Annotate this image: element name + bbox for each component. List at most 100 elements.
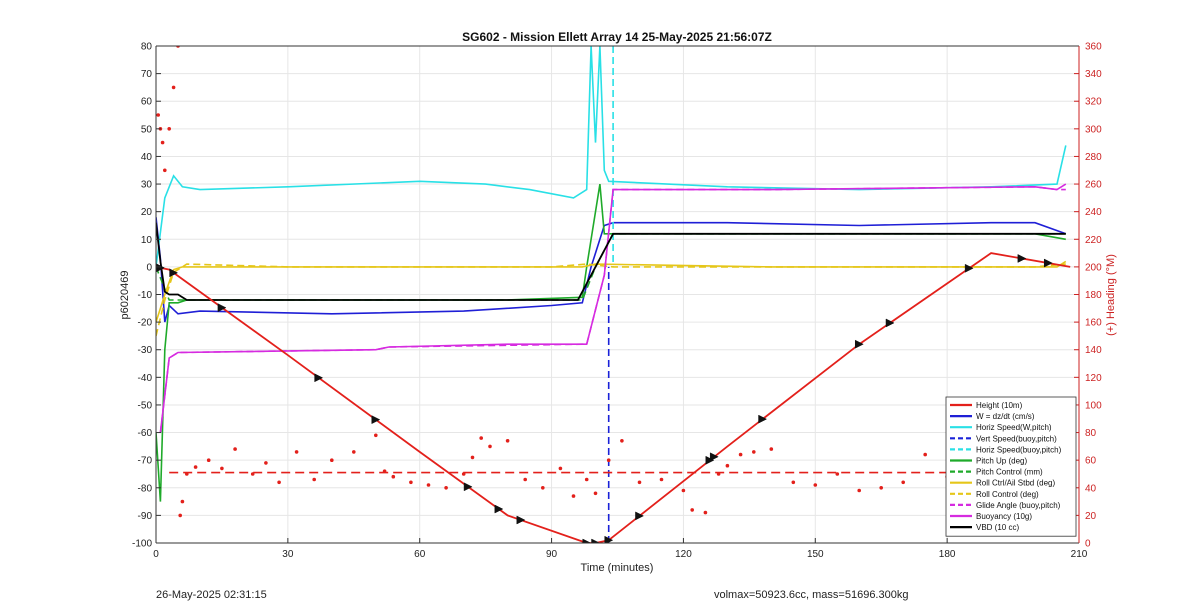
heading-point — [923, 452, 927, 457]
legend-box — [945, 396, 1077, 537]
x-tick-label: 120 — [675, 549, 692, 560]
legend-label: Vert Speed(buoy,pitch) — [976, 434, 1057, 443]
heading-point — [193, 465, 198, 469]
heading-point — [637, 480, 642, 485]
heading-point — [558, 466, 563, 471]
y-tick-label-right: 340 — [1085, 69, 1102, 80]
x-tick-label: 210 — [1071, 549, 1088, 560]
heading-point — [857, 488, 861, 493]
height-marker — [885, 318, 895, 328]
heading-point — [220, 466, 224, 471]
heading-point — [312, 477, 317, 482]
x-tick-label: 60 — [414, 549, 426, 560]
heading-point — [901, 480, 905, 485]
y-tick-label-right: 120 — [1085, 373, 1102, 384]
height-marker — [463, 482, 473, 492]
y-tick-label-left: -100 — [132, 539, 152, 550]
y-tick-label-right: 0 — [1085, 539, 1091, 550]
legend-label: Horiz Speed(buoy,pitch) — [976, 445, 1062, 454]
legend-label: Roll Control (deg) — [976, 490, 1039, 499]
y-tick-label-right: 220 — [1085, 235, 1102, 246]
y-axis-label-left: p6020469 — [119, 271, 131, 320]
y-tick-label-right: 140 — [1085, 345, 1102, 356]
y-tick-label-left: 20 — [141, 207, 153, 218]
legend-label: Height (10m) — [976, 401, 1023, 410]
y-tick-label-left: 50 — [141, 124, 153, 135]
heading-point — [571, 494, 576, 498]
heading-point — [606, 458, 611, 463]
heading-point — [752, 450, 756, 454]
heading-point — [703, 510, 708, 515]
y-tick-label-right: 200 — [1085, 262, 1102, 273]
heading-point — [791, 480, 796, 485]
legend-label: Horiz Speed(W,pitch) — [976, 423, 1052, 432]
heading-point — [681, 488, 686, 493]
height-marker — [964, 263, 974, 273]
heading-point — [171, 85, 176, 90]
y-tick-label-right: 80 — [1085, 428, 1097, 439]
heading-point — [659, 477, 664, 482]
height-marker — [169, 268, 179, 278]
heading-point — [835, 472, 840, 476]
legend: Height (10m) W = dz/dt (cm/s) Horiz Speed(… — [945, 396, 1077, 537]
heading-point — [879, 486, 883, 490]
y-tick-label-right: 300 — [1085, 124, 1102, 135]
legend-label: Pitch Up (deg) — [976, 457, 1027, 466]
x-tick-label: 90 — [546, 549, 558, 560]
height-marker — [635, 511, 645, 521]
y-tick-label-right: 160 — [1085, 318, 1102, 329]
heading-point — [725, 463, 730, 468]
y-tick-label-right: 240 — [1085, 207, 1102, 218]
heading-point — [813, 483, 818, 487]
height-marker — [604, 535, 614, 543]
footer-timestamp: 26-May-2025 02:31:15 — [156, 589, 267, 601]
y-tick-label-right: 360 — [1085, 42, 1102, 53]
legend-label: VBD (10 cc) — [976, 523, 1019, 532]
heading-point — [769, 447, 774, 451]
height-marker — [582, 538, 592, 543]
y-tick-label-right: 60 — [1085, 456, 1097, 467]
height-marker — [1043, 258, 1053, 268]
y-tick-label-left: 10 — [141, 235, 153, 246]
y-tick-label-right: 20 — [1085, 511, 1097, 522]
height-marker — [705, 455, 715, 465]
x-axis-label: Time (minutes) — [581, 562, 654, 574]
heading-point — [352, 450, 356, 454]
heading-point — [180, 499, 185, 504]
y-tick-label-right: 100 — [1085, 400, 1102, 411]
height-marker — [709, 452, 719, 462]
heading-point — [167, 127, 171, 131]
y-tick-label-left: 70 — [141, 69, 153, 80]
y-tick-label-left: -70 — [138, 456, 153, 467]
heading-point — [277, 480, 281, 485]
y-axis-label-right: (+) Heading (°M) — [1105, 254, 1117, 336]
heading-point — [690, 508, 694, 512]
heading-point — [163, 168, 167, 173]
height-marker — [591, 538, 601, 543]
axes-layer: 0 30 60 90 120 150 180 210-100-90-80-70-60-50-4… — [132, 42, 1102, 561]
footer-volmax-mass: volmax=50923.6cc, mass=51696.300kg — [714, 589, 909, 601]
heading-point — [156, 113, 160, 117]
y-tick-label-left: -60 — [138, 428, 153, 439]
heading-point — [470, 455, 475, 460]
y-tick-label-right: 180 — [1085, 290, 1102, 301]
y-tick-label-left: 40 — [141, 152, 153, 163]
heading-point — [233, 447, 237, 451]
y-tick-label-left: -90 — [138, 511, 153, 522]
y-tick-label-left: -80 — [138, 483, 153, 494]
marker-layer — [156, 254, 1053, 543]
y-tick-label-right: 40 — [1085, 483, 1097, 494]
heading-point — [505, 439, 510, 443]
y-tick-label-left: -40 — [138, 373, 153, 384]
height-marker — [758, 414, 768, 424]
height-marker — [371, 415, 381, 425]
y-tick-label-left: 0 — [146, 262, 152, 273]
y-tick-label-left: -30 — [138, 345, 153, 356]
heading-point — [523, 477, 527, 482]
heading-point — [620, 439, 624, 443]
legend-label: Buoyancy (10g) — [976, 512, 1032, 521]
height-marker — [854, 339, 864, 349]
grid-layer — [155, 45, 1080, 544]
heading-point — [374, 433, 378, 438]
y-tick-label-right: 320 — [1085, 97, 1102, 108]
